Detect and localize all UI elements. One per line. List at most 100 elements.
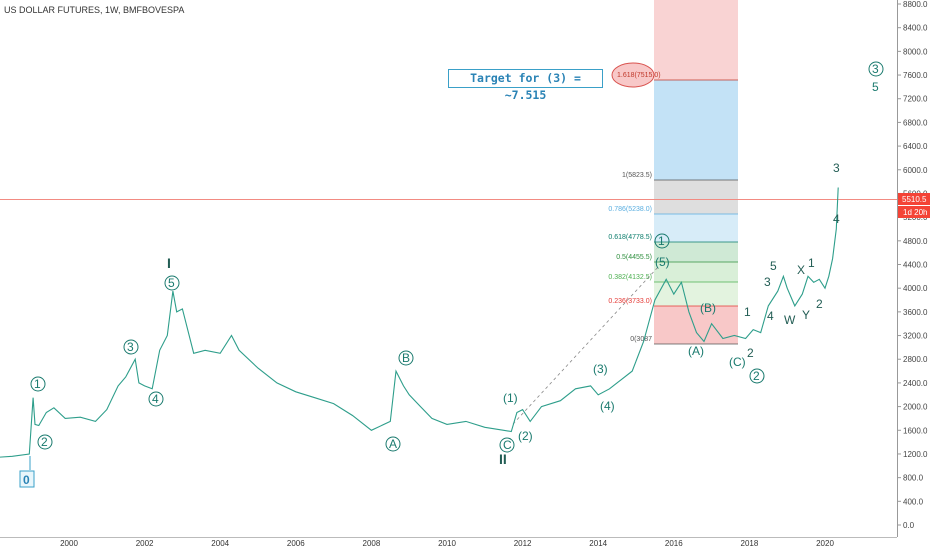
fib-level-label: 0.236(3733.0) (608, 298, 652, 305)
x-tick-label: 2010 (438, 539, 456, 548)
wave-2b-circle (749, 368, 765, 384)
fib-zone-red-top (654, 0, 738, 80)
trend-dashed-line (512, 265, 660, 425)
fib-level-label: 0.5(4455.5) (616, 254, 652, 261)
x-axis-ticks: 2000 2002 2004 2006 2008 2010 2012 2014 2016 2018… (60, 539, 834, 548)
wave-pA: (A) (688, 344, 704, 358)
wave-t2: 2 (816, 297, 823, 311)
wave-s5: 5 (770, 259, 777, 273)
wave-pC: (C) (729, 355, 746, 369)
y-tick-label: 7600.0 (903, 71, 928, 80)
y-tick-label: 2400.0 (903, 379, 928, 388)
x-tick-label: 2012 (514, 539, 532, 548)
y-axis-ticks: 8800.0 8400.0 8000.0 7600.0 7200.0 6800.0 6400… (897, 0, 928, 530)
wave-c3-circle (123, 339, 139, 355)
x-tick-label: 2018 (741, 539, 759, 548)
y-tick-label: 1600.0 (903, 426, 928, 435)
wave-cC: C (503, 438, 512, 452)
y-tick-label: 6800.0 (903, 118, 928, 127)
fib-level-label: 0.618(4778.5) (608, 234, 652, 241)
wave-0: 0 (23, 473, 30, 487)
wave-p4: (4) (600, 399, 615, 413)
fib-zone-blue (654, 80, 738, 180)
wave-cB-circle (398, 350, 414, 366)
y-tick-label: 6000.0 (903, 166, 928, 175)
x-tick-label: 2020 (816, 539, 834, 548)
wave-1b-circle (654, 233, 670, 249)
wave-2b: 2 (753, 369, 760, 383)
y-tick-label: 0.0 (903, 521, 915, 530)
x-tick-label: 2008 (363, 539, 381, 548)
wave-1b: 1 (658, 234, 665, 248)
y-tick-label: 3200.0 (903, 332, 928, 341)
wave-p2: (2) (518, 429, 533, 443)
wave-pB: (B) (700, 301, 716, 315)
wave-c5: 5 (168, 276, 175, 290)
fib-level-label: 1(5823.5) (622, 172, 652, 179)
wave-p1: (1) (503, 391, 518, 405)
wave-c4-circle (148, 391, 164, 407)
wave-c2-circle (37, 434, 53, 450)
y-tick-label: 2000.0 (903, 403, 928, 412)
y-tick-label: 8800.0 (903, 0, 928, 9)
fib-zone-green2 (654, 262, 738, 282)
fib-zone-green3 (654, 282, 738, 306)
wave-3c-circle (868, 61, 884, 77)
fib-zone-green1 (654, 242, 738, 262)
fib-zone-lightblue (654, 214, 738, 242)
y-tick-label: 6400.0 (903, 142, 928, 151)
x-tick-label: 2016 (665, 539, 683, 548)
wave-Y: Y (802, 308, 810, 322)
wave-cC-circle (499, 437, 515, 453)
y-tick-label: 2800.0 (903, 355, 928, 364)
y-tick-label: 4000.0 (903, 284, 928, 293)
wave-c4: 4 (152, 392, 159, 406)
wave-t1: 1 (808, 256, 815, 270)
price-series-line (0, 187, 839, 458)
y-tick-label: 1200.0 (903, 450, 928, 459)
countdown-tag (898, 206, 930, 218)
wave-t4: 4 (833, 212, 840, 226)
y-tick-label: 8000.0 (903, 47, 928, 56)
wave-W: W (784, 313, 796, 327)
wave-c2: 2 (41, 435, 48, 449)
fib-level-label: 0.786(5238.0) (608, 206, 652, 213)
x-tick-label: 2006 (287, 539, 305, 548)
y-tick-label: 4800.0 (903, 237, 928, 246)
fib-level-label: 0(3087 (630, 336, 652, 343)
wave-p3: (3) (593, 362, 608, 376)
wave-t3: 3 (833, 161, 840, 175)
wave-cB: B (402, 351, 410, 365)
fib-level-label: 0.382(4132.5) (608, 274, 652, 281)
x-tick-label: 2000 (60, 539, 78, 548)
y-tick-label: 3600.0 (903, 308, 928, 317)
current-price-tag (898, 193, 930, 205)
fib-1618-label: 1.618(7515.0) (617, 72, 661, 79)
wave-X: X (797, 263, 805, 277)
y-tick-label: 8400.0 (903, 24, 928, 33)
wave-s4: 4 (767, 309, 774, 323)
wave-cA: A (389, 437, 397, 451)
wave-p5: (5) (655, 255, 670, 269)
wave-s1: 1 (744, 305, 751, 319)
wave-I: I (167, 255, 171, 271)
wave-labels: 0 1 2 3 4 5 I A B C II (1) (2) (3) (4) (… (19, 61, 884, 488)
x-tick-label: 2014 (589, 539, 607, 548)
wave-0-box (19, 470, 35, 488)
x-tick-label: 2002 (136, 539, 154, 548)
x-tick-label: 2004 (211, 539, 229, 548)
countdown-text: 1d 20h (903, 208, 927, 217)
fib-zone-gray (654, 180, 738, 214)
current-price-text: 5510.5 (902, 195, 927, 204)
target-annotation[interactable]: Target for (3) = ~7.515 (448, 69, 603, 102)
fib-lines: 1(5823.5) 0.786(5238.0) 0.618(4778.5) 0.5(4… (608, 79, 738, 345)
y-tick-label: 4400.0 (903, 261, 928, 270)
fib-1618-ellipse (611, 62, 655, 88)
wave-c3: 3 (127, 340, 134, 354)
symbol-title: US DOLLAR FUTURES, 1W, BMFBOVESPA (4, 5, 185, 15)
y-tick-label: 7200.0 (903, 95, 928, 104)
wave-c1: 1 (34, 377, 41, 391)
fib-zone (654, 0, 738, 344)
y-tick-label: 400.0 (903, 497, 924, 506)
